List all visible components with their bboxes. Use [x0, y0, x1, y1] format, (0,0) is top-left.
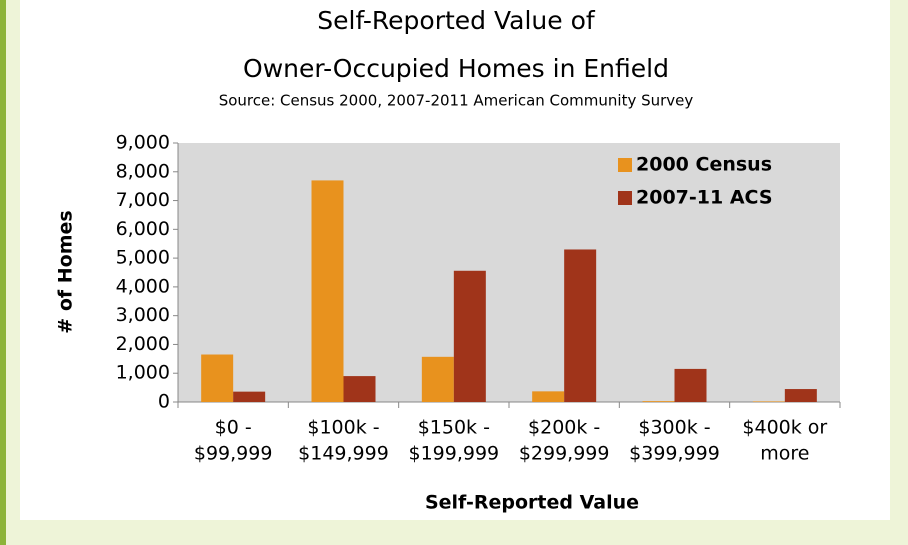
bar — [752, 401, 785, 402]
bar — [642, 401, 675, 402]
x-tick-label: $399,999 — [629, 443, 720, 465]
bar — [674, 368, 707, 402]
x-tick-label: $200k - — [528, 417, 600, 439]
x-tick-label: $150k - — [418, 417, 490, 439]
legend-label: 2007-11 ACS — [636, 187, 773, 209]
x-tick-label: $99,999 — [194, 443, 273, 465]
chart-title: Self-Reported Value of — [317, 6, 596, 35]
plot-area — [178, 143, 840, 402]
x-tick-label: $400k or — [742, 417, 827, 439]
chart-subtitle: Source: Census 2000, 2007-2011 American … — [219, 92, 694, 110]
x-tick-label: $149,999 — [298, 443, 389, 465]
y-tick-label: 4,000 — [116, 275, 170, 297]
y-tick-label: 9,000 — [116, 132, 170, 154]
y-tick-label: 7,000 — [116, 189, 170, 211]
bar — [453, 270, 486, 402]
y-axis-label: # of Homes — [55, 210, 77, 333]
bar — [532, 391, 565, 402]
x-axis-label: Self-Reported Value — [425, 492, 639, 514]
x-tick-label: $299,999 — [519, 443, 610, 465]
y-tick-label: 0 — [158, 391, 170, 413]
legend-label: 2000 Census — [636, 154, 772, 176]
y-tick-label: 6,000 — [116, 218, 170, 240]
x-tick-label: $0 - — [215, 417, 252, 439]
x-tick-label: $100k - — [307, 417, 379, 439]
y-tick-label: 8,000 — [116, 160, 170, 182]
y-tick-label: 5,000 — [116, 247, 170, 269]
left-border — [0, 0, 6, 545]
bar — [784, 389, 817, 402]
bar — [311, 180, 344, 402]
legend-swatch — [618, 158, 632, 172]
bar — [343, 376, 376, 402]
bar — [421, 356, 454, 402]
y-tick-label: 3,000 — [116, 304, 170, 326]
legend-swatch — [618, 191, 632, 205]
x-tick-label: more — [760, 443, 809, 465]
bar — [564, 249, 597, 402]
bar — [201, 354, 234, 402]
x-tick-label: $199,999 — [408, 443, 499, 465]
x-tick-label: $300k - — [638, 417, 710, 439]
bar — [233, 391, 266, 402]
y-tick-label: 2,000 — [116, 333, 170, 355]
chart-title: Owner-Occupied Homes in Enfield — [243, 54, 669, 83]
y-tick-label: 1,000 — [116, 362, 170, 384]
